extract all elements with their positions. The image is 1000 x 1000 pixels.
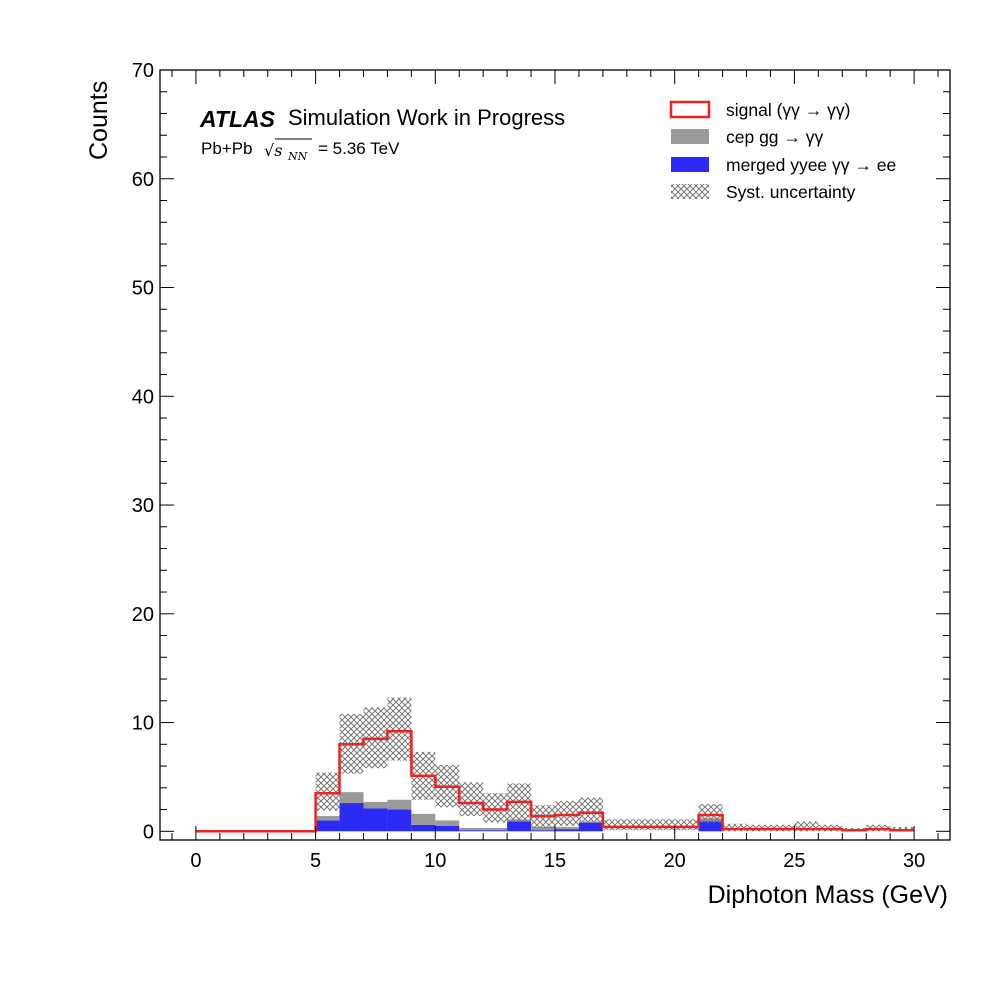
bar-cep — [483, 828, 508, 831]
uncertainty-band — [459, 782, 484, 817]
legend: signal (γγ → γγ) cep gg → γγ merged yyee… — [669, 100, 896, 202]
uncertainty-band — [626, 819, 651, 831]
uncertainty-band — [650, 819, 675, 831]
bar-cep — [459, 828, 484, 831]
experiment-label: ATLAS Simulation Work in Progress Pb+Pb … — [199, 105, 565, 163]
collision-system-label: Pb+Pb — [201, 139, 253, 158]
bar-cep — [387, 799, 412, 810]
uncertainty-band — [794, 821, 819, 832]
y-tick-label: 0 — [143, 821, 154, 843]
x-axis-title: Diphoton Mass (GeV) — [708, 881, 948, 909]
y-axis-title: Counts — [85, 81, 113, 160]
x-tick-label: 5 — [310, 850, 321, 872]
x-tick-label: 0 — [190, 850, 201, 872]
bar-yyee — [363, 808, 388, 832]
bar-yyee — [531, 830, 555, 832]
legend-label-yyee: merged yyee γγ → ee — [726, 155, 896, 175]
energy-symbol-label: √s — [264, 141, 282, 160]
uncertainty-band — [483, 793, 508, 823]
bar-yyee — [387, 809, 412, 832]
bar-yyee — [459, 830, 484, 832]
x-tick-label: 30 — [903, 850, 925, 872]
legend-label-signal: signal (γγ → γγ) — [726, 100, 850, 120]
bar-cep — [555, 826, 579, 830]
energy-subscript-label: NN — [287, 150, 308, 163]
legend-swatch-uncertainty — [671, 184, 709, 199]
x-tick-label: 25 — [783, 850, 805, 872]
bar-yyee — [555, 829, 579, 832]
uncertainty-band — [387, 697, 412, 761]
atlas-label: ATLAS — [199, 106, 276, 132]
bar-cep — [531, 826, 555, 831]
x-tick-label: 15 — [544, 850, 566, 872]
legend-label-uncertainty: Syst. uncertainty — [726, 182, 856, 202]
bar-cep — [363, 801, 388, 809]
bar-yyee — [411, 824, 436, 832]
y-tick-label: 70 — [132, 60, 154, 82]
bar-yyee — [507, 821, 532, 832]
bar-yyee — [339, 803, 364, 832]
legend-swatch-cep — [671, 129, 709, 144]
x-tick-label: 10 — [424, 850, 446, 872]
uncertainty-band — [674, 819, 699, 831]
bar-cep — [435, 820, 460, 826]
axis-ticks: 0 5 10 15 20 25 30 0 10 20 30 40 50 60 70 — [132, 60, 950, 872]
legend-swatch-signal — [669, 100, 711, 119]
atlas-status-label: Simulation Work in Progress — [288, 105, 565, 130]
y-tick-label: 30 — [132, 495, 154, 517]
bar-yyee — [698, 821, 723, 832]
bar-yyee — [435, 825, 460, 832]
bar-yyee — [578, 822, 603, 832]
y-tick-label: 60 — [132, 169, 154, 191]
uncertainty-band — [602, 819, 627, 831]
bar-yyee — [483, 830, 508, 832]
legend-swatch-yyee — [671, 157, 709, 172]
bar-yyee — [315, 820, 340, 832]
y-tick-label: 40 — [132, 386, 154, 408]
legend-label-cep: cep gg → γγ — [726, 127, 824, 147]
uncertainty-band — [578, 797, 603, 822]
x-tick-label: 20 — [664, 850, 686, 872]
bar-cep — [339, 792, 364, 804]
uncertainty-band — [698, 804, 723, 823]
y-tick-label: 50 — [132, 278, 154, 300]
bar-cep — [578, 821, 603, 823]
bar-cep — [411, 813, 436, 825]
bar-cep — [315, 816, 340, 821]
y-tick-label: 20 — [132, 604, 154, 626]
y-tick-label: 10 — [132, 713, 154, 735]
uncertainty-band — [315, 772, 340, 811]
plot-area — [195, 697, 915, 833]
signal-step-line — [195, 729, 915, 833]
uncertainty-band — [555, 800, 579, 826]
energy-value-label: = 5.36 TeV — [318, 139, 400, 158]
uncertainty-band — [722, 823, 747, 832]
